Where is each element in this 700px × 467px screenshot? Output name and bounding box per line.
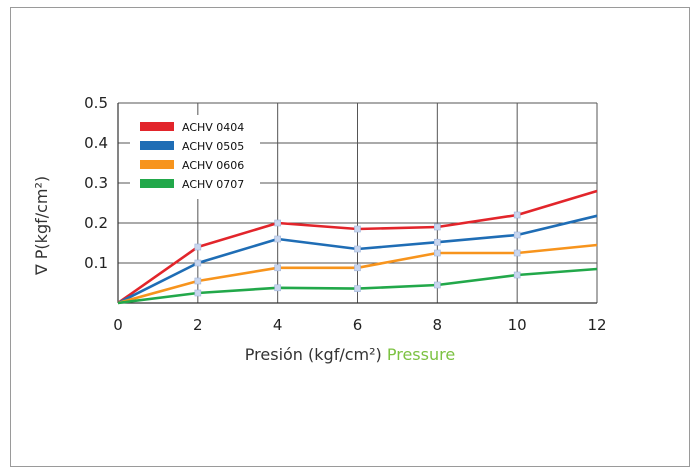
data-point (434, 223, 441, 231)
data-point (354, 285, 361, 292)
data-point (274, 284, 281, 292)
legend-swatch (140, 179, 174, 188)
data-point (434, 281, 441, 289)
x-tick-label: 2 (193, 316, 203, 334)
legend-swatch (140, 160, 174, 169)
axes (117, 103, 597, 304)
x-tick-label: 4 (273, 316, 283, 334)
data-point (274, 264, 281, 272)
x-axis-label-es: Presión (kgf/cm²) (244, 345, 382, 364)
chart-frame (10, 7, 690, 467)
x-tick-label: 0 (113, 316, 123, 334)
legend-label: ACHV 0707 (182, 178, 244, 191)
x-tick-label: 12 (587, 316, 606, 334)
data-point (354, 225, 361, 233)
data-point (354, 264, 361, 272)
data-point (513, 231, 521, 239)
x-tick-label: 8 (433, 316, 443, 334)
y-tick-label: 0.4 (84, 134, 108, 152)
x-axis-label-en: Pressure (386, 345, 456, 364)
data-point (194, 277, 202, 285)
tick-labels: 0 2 4 6 8 10 12 0.1 0.2 0.3 0.4 0.5 (84, 94, 606, 334)
x-axis-label: Presión (kgf/cm²) Pressure (0, 345, 700, 364)
data-point (513, 249, 521, 257)
legend-swatch (140, 141, 174, 150)
legend: ACHV 0404 ACHV 0505 ACHV 0606 ACHV 0707 (130, 115, 260, 199)
data-point (274, 235, 281, 243)
data-point (354, 245, 361, 253)
x-tick-label: 6 (353, 316, 363, 334)
data-point (274, 219, 281, 227)
data-point (513, 211, 521, 219)
y-tick-label: 0.2 (84, 214, 108, 232)
data-point (434, 238, 441, 246)
data-point (194, 289, 202, 297)
y-tick-label: 0.1 (84, 254, 108, 272)
legend-label: ACHV 0505 (182, 140, 244, 153)
data-points (194, 211, 521, 297)
data-point (194, 259, 202, 267)
data-point (513, 271, 521, 279)
y-tick-label: 0.3 (84, 174, 108, 192)
legend-label: ACHV 0606 (182, 159, 244, 172)
legend-swatch (140, 122, 174, 131)
y-axis-label: ∇ P(kgf/cm²) (18, 135, 58, 285)
legend-label: ACHV 0404 (182, 121, 244, 134)
data-point (434, 249, 441, 257)
x-tick-label: 10 (508, 316, 527, 334)
y-tick-label: 0.5 (84, 94, 108, 112)
data-point (194, 243, 202, 251)
y-axis-label-text: ∇ P(kgf/cm²) (32, 176, 51, 276)
